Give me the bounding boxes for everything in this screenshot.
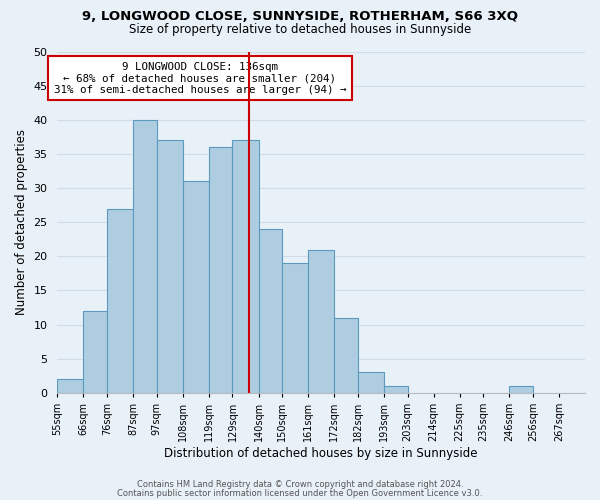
Text: 9 LONGWOOD CLOSE: 136sqm
← 68% of detached houses are smaller (204)
31% of semi-: 9 LONGWOOD CLOSE: 136sqm ← 68% of detach… <box>53 62 346 95</box>
Bar <box>282 263 308 393</box>
Text: Contains HM Land Registry data © Crown copyright and database right 2024.: Contains HM Land Registry data © Crown c… <box>137 480 463 489</box>
Text: 9, LONGWOOD CLOSE, SUNNYSIDE, ROTHERHAM, S66 3XQ: 9, LONGWOOD CLOSE, SUNNYSIDE, ROTHERHAM,… <box>82 10 518 23</box>
Bar <box>58 380 83 393</box>
Bar <box>358 372 384 393</box>
Text: Contains public sector information licensed under the Open Government Licence v3: Contains public sector information licen… <box>118 488 482 498</box>
Bar <box>509 386 533 393</box>
Bar <box>133 120 157 393</box>
Bar <box>157 140 183 393</box>
Bar <box>308 250 334 393</box>
X-axis label: Distribution of detached houses by size in Sunnyside: Distribution of detached houses by size … <box>164 447 478 460</box>
Bar <box>183 181 209 393</box>
Bar <box>259 229 282 393</box>
Bar <box>334 318 358 393</box>
Bar <box>384 386 407 393</box>
Y-axis label: Number of detached properties: Number of detached properties <box>15 129 28 315</box>
Text: Size of property relative to detached houses in Sunnyside: Size of property relative to detached ho… <box>129 22 471 36</box>
Bar <box>209 147 232 393</box>
Bar <box>107 208 133 393</box>
Bar <box>232 140 259 393</box>
Bar <box>83 311 107 393</box>
